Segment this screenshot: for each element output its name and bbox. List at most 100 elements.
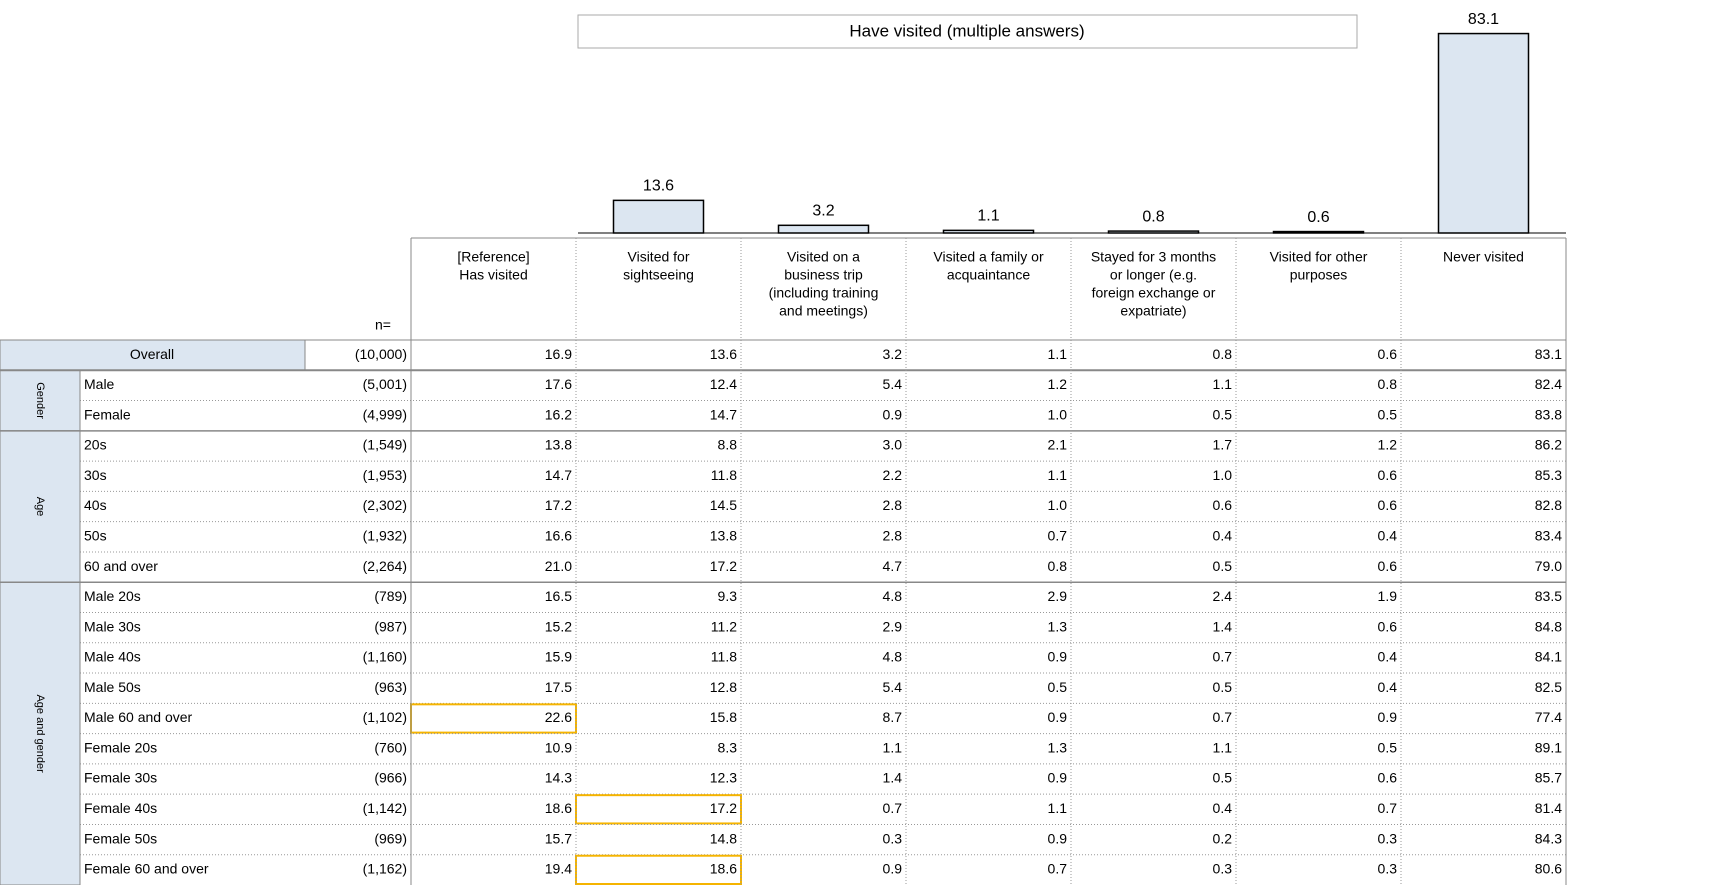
cell-value: 17.2 xyxy=(545,497,572,513)
cell-value: 5.4 xyxy=(883,376,903,392)
row-label: 30s xyxy=(84,467,107,483)
cell-value: 15.8 xyxy=(710,709,737,725)
row-label: Male 60 and over xyxy=(84,709,193,725)
cell-value: 0.7 xyxy=(1213,649,1233,665)
cell-value: 12.4 xyxy=(710,376,737,392)
cell-value: 3.0 xyxy=(883,437,903,453)
cell-value: 14.8 xyxy=(710,830,737,846)
cell-value: 82.5 xyxy=(1535,679,1562,695)
cell-value: 2.1 xyxy=(1048,437,1068,453)
cell-value: 1.2 xyxy=(1378,437,1398,453)
cell-value: 0.4 xyxy=(1378,649,1398,665)
cell-value: 18.6 xyxy=(710,861,737,877)
cell-value: 0.5 xyxy=(1213,558,1233,574)
row-label: Male 20s xyxy=(84,588,141,604)
cell-value: 1.1 xyxy=(1048,800,1068,816)
cell-value: 1.1 xyxy=(1213,376,1233,392)
cell-value: 0.4 xyxy=(1378,679,1398,695)
cell-value: 82.8 xyxy=(1535,497,1562,513)
cell-value: 17.5 xyxy=(545,679,572,695)
group-label: Gender xyxy=(34,382,46,419)
cell-value: 1.9 xyxy=(1378,588,1398,604)
cell-value: 17.2 xyxy=(710,558,737,574)
cell-value: 1.0 xyxy=(1048,406,1068,422)
cell-value: 16.6 xyxy=(545,528,572,544)
cell-value: 0.5 xyxy=(1378,406,1398,422)
cell-value: 1.1 xyxy=(1048,346,1068,362)
cell-value: 11.8 xyxy=(711,649,737,665)
cell-value: 19.4 xyxy=(545,861,572,877)
column-header: Stayed for 3 months xyxy=(1091,249,1216,265)
cell-value: 21.0 xyxy=(545,558,572,574)
row-label: 40s xyxy=(84,497,107,513)
highlight xyxy=(575,794,742,825)
bar xyxy=(942,229,1035,234)
group-label: Age xyxy=(34,497,46,517)
cell-value: 0.4 xyxy=(1213,800,1233,816)
bar-label: 13.6 xyxy=(643,178,674,195)
cell-value: 18.6 xyxy=(545,800,572,816)
row-label: Female 60 and over xyxy=(84,861,209,877)
cell-value: 8.3 xyxy=(718,739,738,755)
cell-value: 0.5 xyxy=(1048,679,1068,695)
cell-value: 1.0 xyxy=(1213,467,1233,483)
cell-value: 0.7 xyxy=(1378,800,1398,816)
cell-value: 1.0 xyxy=(1048,497,1068,513)
row-label: 50s xyxy=(84,528,107,544)
cell-value: 81.4 xyxy=(1535,800,1562,816)
n-value: (1,549) xyxy=(363,437,407,453)
cell-value: 2.4 xyxy=(1213,588,1233,604)
column-header: foreign exchange or xyxy=(1092,285,1216,301)
highlight xyxy=(575,854,742,885)
n-value: (789) xyxy=(374,588,407,604)
cell-value: 0.5 xyxy=(1213,770,1233,786)
cell-value: 10.9 xyxy=(545,739,572,755)
row-label: Male 50s xyxy=(84,679,141,695)
cell-value: 0.3 xyxy=(1378,861,1398,877)
cell-value: 0.6 xyxy=(1378,497,1398,513)
cell-value: 1.4 xyxy=(883,770,903,786)
cell-value: 0.6 xyxy=(1378,558,1398,574)
row-label: Female 30s xyxy=(84,770,157,786)
title-box xyxy=(577,14,1358,49)
cell-value: 13.8 xyxy=(545,437,572,453)
cell-value: 84.1 xyxy=(1535,649,1562,665)
cell-value: 0.6 xyxy=(1213,497,1233,513)
n-value: (2,264) xyxy=(363,558,407,574)
bar-label: 3.2 xyxy=(812,203,834,220)
cell-value: 83.1 xyxy=(1535,346,1562,362)
cell-value: 80.6 xyxy=(1535,861,1562,877)
cell-value: 0.9 xyxy=(1378,709,1398,725)
cell-value: 0.9 xyxy=(1048,770,1068,786)
row-label: Female 50s xyxy=(84,830,157,846)
cell-value: 15.7 xyxy=(545,830,572,846)
n-value: (987) xyxy=(374,618,407,634)
cell-value: 1.1 xyxy=(1213,739,1233,755)
cell-value: 14.3 xyxy=(545,770,572,786)
cell-value: 16.2 xyxy=(545,406,572,422)
cell-value: 0.2 xyxy=(1213,830,1233,846)
row-label: Female xyxy=(84,406,131,422)
bar-label: 83.1 xyxy=(1468,11,1499,28)
n-value: (1,932) xyxy=(363,528,407,544)
cell-value: 17.2 xyxy=(710,800,737,816)
cell-value: 85.7 xyxy=(1535,770,1562,786)
cell-value: 0.8 xyxy=(1378,376,1398,392)
cell-value: 14.5 xyxy=(710,497,737,513)
row-label: Female 20s xyxy=(84,739,157,755)
cell-value: 2.2 xyxy=(883,467,903,483)
cell-value: 2.8 xyxy=(883,528,903,544)
cell-value: 2.8 xyxy=(883,497,903,513)
n-value: (1,142) xyxy=(363,800,407,816)
cell-value: 14.7 xyxy=(710,406,737,422)
cell-value: 2.9 xyxy=(1048,588,1068,604)
n-value: (2,302) xyxy=(363,497,407,513)
cell-value: 1.3 xyxy=(1048,618,1068,634)
cell-value: 0.9 xyxy=(1048,649,1068,665)
column-header: Visited a family or xyxy=(933,249,1044,265)
row-label: Male 40s xyxy=(84,649,141,665)
cell-value: 15.2 xyxy=(545,618,572,634)
cell-value: 12.3 xyxy=(710,770,737,786)
n-value: (1,102) xyxy=(363,709,407,725)
